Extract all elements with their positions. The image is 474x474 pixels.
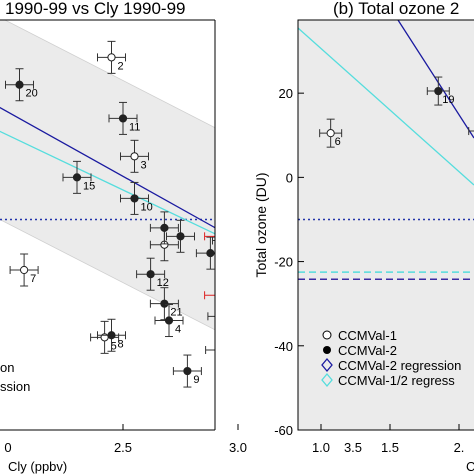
reference-lines-b: [298, 20, 474, 281]
legend-label-0: CCMVal-1: [338, 328, 397, 343]
b-filled-circle-point-0: [434, 86, 443, 96]
point-label-12: 12: [157, 277, 169, 289]
data-points-a: 237512011151012214169813231417: [5, 40, 289, 394]
red-square-point-0: [239, 232, 247, 240]
filled-circle-point-0: [15, 80, 24, 89]
open-circle-point-0: [107, 53, 116, 62]
axes-frame-a: 2.5 3.0 3.5: [0, 19, 362, 455]
point-label-11: 11: [129, 121, 140, 133]
filled-circle-point-17: [176, 232, 185, 241]
legend-marker-3: [321, 372, 333, 388]
filled-circle-point-4: [160, 223, 169, 232]
filled-circle-point-16: [206, 249, 215, 258]
filled-circle-point-6: [160, 299, 169, 308]
legend-label-2: CCMVal-2 regression: [338, 358, 461, 373]
x-tick-label-b-0: 1.0: [312, 440, 330, 455]
x-axis-label-a: Cly (ppbv): [8, 459, 67, 474]
y-tick-label-b-4: 20: [279, 86, 293, 101]
point-label-3: 3: [141, 159, 147, 171]
legend-label-3: CCMVal-1/2 regress: [338, 373, 455, 388]
filled-circle-point-12: [269, 212, 276, 219]
legend-marker-0: [322, 330, 332, 340]
filled-circle-point-1: [118, 114, 128, 123]
point-label-14: 14: [233, 244, 245, 256]
filled-circle-point-2: [72, 173, 82, 182]
x-tick-label-partial: 0: [4, 440, 11, 455]
filled-circle-point-10: [183, 366, 192, 376]
legend-partial-ccmval12: ssion: [0, 379, 30, 394]
regression-line-b-ccmval2: [397, 20, 474, 139]
regression-line-ccmval2: [0, 106, 215, 229]
point-label-9: 9: [193, 374, 199, 386]
confidence-band-fill: [0, 20, 215, 331]
legend-marker-1: [323, 346, 331, 354]
x-tick-label-b-1: 1.5: [381, 440, 399, 455]
point-label-4: 4: [175, 324, 181, 336]
point-label-15: 15: [83, 180, 95, 192]
open-circle-point-2: [20, 265, 29, 275]
b-point-label-6: 6: [335, 136, 341, 148]
data-points-b: 6 19: [319, 76, 474, 148]
regression-line-b-ccmval12: [298, 27, 474, 186]
filled-circle-point-8: [218, 313, 225, 320]
panel-a-title: 1990-99 vs Cly 1990-99: [5, 0, 186, 18]
y-tick-label-b-1: -40: [274, 339, 293, 354]
blue-diamond-point-0: [237, 262, 249, 274]
y-tick-label-b-3: 0: [286, 170, 293, 185]
filled-circle-point-15: [223, 237, 230, 244]
filled-circle-point-9: [216, 346, 223, 353]
regression-line-ccmval12: [0, 130, 215, 235]
x-axis-label-b: C: [466, 459, 474, 474]
filled-circle-point-3: [130, 194, 139, 203]
point-label-17: 17: [216, 256, 228, 268]
point-label-8: 8: [118, 338, 124, 350]
legend-marker-2: [321, 357, 333, 373]
point-label-7: 7: [30, 273, 36, 285]
open-circle-point-4: [274, 376, 281, 383]
b-open-circle-point-0: [326, 129, 335, 138]
filled-circle-point-11: [107, 331, 116, 340]
panel-a: 237512011151012214169813231417 2.53.03.5…: [0, 0, 362, 474]
point-label-5: 5: [111, 340, 117, 352]
x-tick-label-a-0: 2.5: [114, 440, 132, 455]
x-tick-label-a-2: 3.5: [344, 440, 362, 455]
y-tick-label-b-0: -60: [274, 423, 293, 438]
confidence-band-b: [298, 20, 474, 430]
red-square-point-1: [239, 291, 247, 299]
point-label-2: 2: [118, 60, 124, 72]
regression-lines-a: [0, 106, 215, 235]
point-label-10: 10: [141, 201, 153, 213]
x-tick-label-a-1: 3.0: [229, 440, 247, 455]
y-axis-label-b: Total ozone (DU): [253, 172, 269, 277]
panel-b-title: (b) Total ozone 2: [333, 0, 459, 18]
point-label-20: 20: [26, 88, 38, 100]
open-circle-point-1: [130, 152, 139, 161]
b-point-label-19: 19: [442, 94, 454, 106]
point-label-21: 21: [170, 307, 182, 319]
filled-circle-point-5: [146, 270, 155, 279]
y-tick-label-b-2: -20: [274, 255, 293, 270]
confidence-band-a: [0, 20, 215, 331]
point-label-1: 1: [283, 382, 289, 394]
axes-frame-b: -60 -40 -20 0 20 1.0 1.5 2.: [274, 19, 474, 455]
filled-circle-point-7: [164, 316, 174, 325]
plot-frame-b: [297, 19, 474, 431]
x-tick-label-b-2: 2.: [454, 440, 465, 455]
legend-partial-ccmval2: on: [0, 360, 14, 375]
point-label-16: 16: [226, 353, 238, 365]
legend-label-1: CCMVal-2: [338, 343, 397, 358]
